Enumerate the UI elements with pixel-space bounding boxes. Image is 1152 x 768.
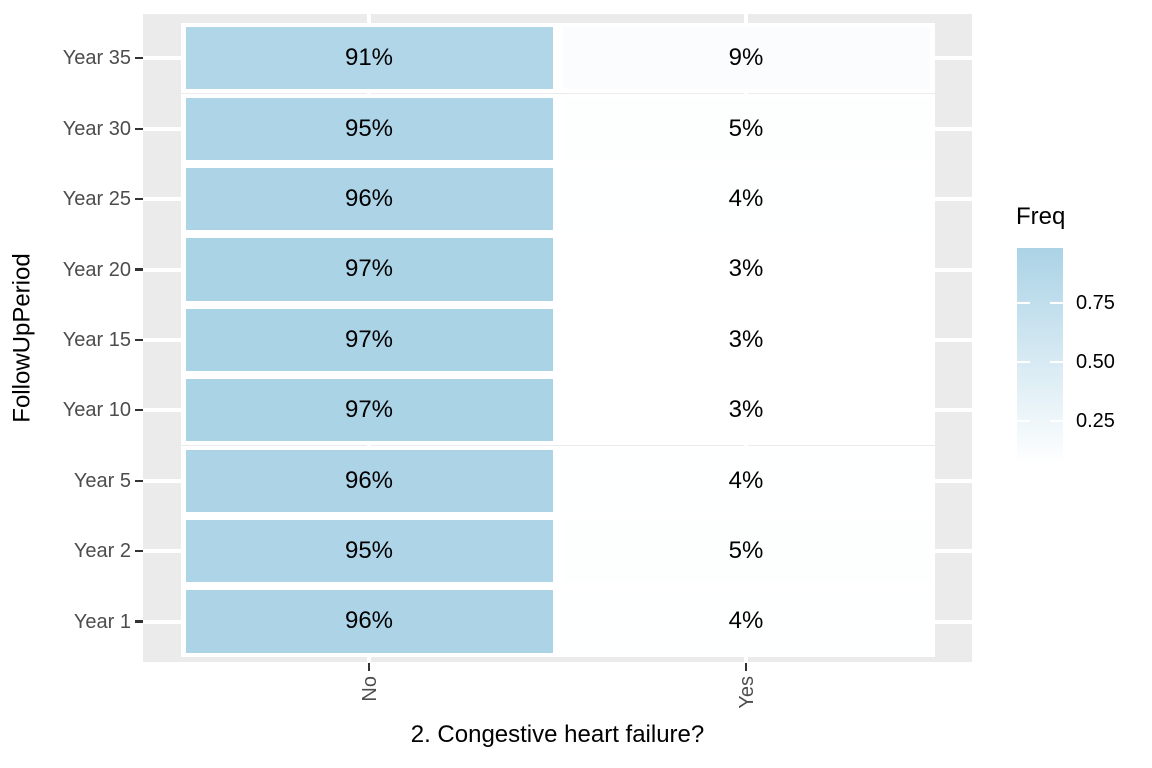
legend-tick-mark	[1017, 419, 1030, 423]
legend-gradient-bar	[1017, 248, 1063, 465]
y-tick-mark	[135, 550, 143, 553]
tile-value-label: 97%	[344, 396, 394, 424]
tile-value-label: 3%	[728, 255, 764, 283]
x-tick-label: Yes	[736, 676, 758, 709]
y-tick-mark	[135, 198, 143, 201]
legend-tick-label: 0.75	[1076, 292, 1115, 314]
y-tick-label: Year 35	[62, 47, 131, 70]
heatmap-tile: 97%	[185, 238, 553, 301]
tile-value-label: 95%	[344, 114, 394, 142]
y-tick-mark	[135, 479, 143, 482]
y-tick-label: Year 20	[62, 258, 131, 281]
heatmap-tile: 96%	[185, 590, 553, 653]
legend-title: Freq	[1016, 203, 1066, 230]
heatmap-tile: 95%	[185, 519, 553, 583]
heatmap-cell: 96%	[180, 445, 558, 516]
y-tick-label: Year 30	[62, 117, 131, 140]
legend-tick-mark	[1017, 360, 1030, 364]
tile-value-label: 91%	[344, 44, 394, 72]
tile-value-label: 3%	[728, 396, 764, 424]
tile-value-label: 5%	[728, 537, 764, 565]
x-tick-mark	[744, 663, 748, 671]
heatmap-tile: 95%	[185, 97, 553, 160]
tile-value-label: 97%	[344, 325, 394, 353]
heatmap-cell: 96%	[180, 586, 558, 657]
tile-value-label: 3%	[728, 325, 764, 353]
heatmap-cell: 3%	[557, 375, 935, 446]
tile-value-label: 4%	[728, 466, 764, 494]
heatmap-cell: 96%	[180, 163, 558, 235]
y-tick-label: Year 2	[73, 540, 131, 563]
heatmap-tile: 3%	[562, 379, 930, 442]
heatmap-tile: 5%	[562, 97, 930, 160]
legend-tick-label: 0.25	[1076, 410, 1115, 432]
tile-value-label: 5%	[728, 114, 764, 142]
y-tick-mark	[135, 620, 143, 623]
legend-tick-mark	[1017, 301, 1030, 305]
y-tick-label: Year 15	[62, 328, 131, 351]
tile-value-label: 4%	[728, 607, 764, 635]
legend-tick-mark	[1050, 301, 1063, 305]
heatmap-tile: 96%	[185, 167, 553, 231]
y-tick-mark	[135, 268, 143, 271]
tile-value-label: 4%	[728, 185, 764, 213]
heatmap-tile: 97%	[185, 379, 553, 442]
heatmap-cell: 5%	[557, 93, 935, 164]
heatmap-cell: 3%	[557, 304, 935, 376]
y-tick-mark	[135, 338, 143, 341]
heatmap-cell: 91%	[180, 23, 558, 94]
heatmap-cell: 97%	[180, 304, 558, 376]
x-axis-title: 2. Congestive heart failure?	[410, 721, 705, 748]
heatmap-tile: 4%	[562, 167, 930, 231]
tile-value-label: 96%	[344, 607, 394, 635]
heatmap-tile: 3%	[562, 238, 930, 301]
heatmap-cell: 9%	[557, 23, 935, 94]
tile-value-label: 96%	[344, 185, 394, 213]
heatmap-tile: 97%	[185, 308, 553, 372]
y-tick-mark	[135, 409, 143, 412]
tile-value-label: 97%	[344, 255, 394, 283]
heatmap-cell: 4%	[557, 445, 935, 516]
heatmap-cell: 97%	[180, 375, 558, 446]
heatmap-tile: 5%	[562, 519, 930, 583]
heatmap-tile: 91%	[185, 27, 553, 90]
heatmap-cell: 5%	[557, 515, 935, 587]
heatmap-tile: 3%	[562, 308, 930, 372]
x-tick-mark	[367, 663, 371, 671]
tile-value-label: 96%	[344, 466, 394, 494]
tile-value-label: 95%	[344, 537, 394, 565]
y-tick-label: Year 10	[62, 399, 131, 422]
legend-tick-mark	[1050, 419, 1063, 423]
legend-tick-label: 0.50	[1076, 351, 1115, 373]
y-tick-label: Year 1	[73, 610, 131, 633]
heatmap-cell: 97%	[180, 234, 558, 305]
tile-value-label: 9%	[728, 44, 764, 72]
heatmap-cell: 95%	[180, 93, 558, 164]
heatmap-cell: 4%	[557, 586, 935, 657]
heatmap-tile: 96%	[185, 449, 553, 512]
y-tick-label: Year 25	[62, 188, 131, 211]
legend-tick-mark	[1050, 360, 1063, 364]
heatmap-cell: 95%	[180, 515, 558, 587]
heatmap-tile: 4%	[562, 449, 930, 512]
y-tick-mark	[135, 57, 143, 60]
y-tick-mark	[135, 127, 143, 130]
x-tick-label: No	[359, 676, 381, 702]
heatmap-cell: 3%	[557, 234, 935, 305]
heatmap-cell: 4%	[557, 163, 935, 235]
plot-panel: 91% 9% 95% 5% 96% 4% 97% 3% 97% 3% 97% 3% 96% 4% 95% 5%…	[143, 14, 972, 662]
y-tick-label: Year 5	[73, 469, 131, 492]
heatmap-tile: 9%	[562, 27, 930, 90]
heatmap-tile: 4%	[562, 590, 930, 653]
